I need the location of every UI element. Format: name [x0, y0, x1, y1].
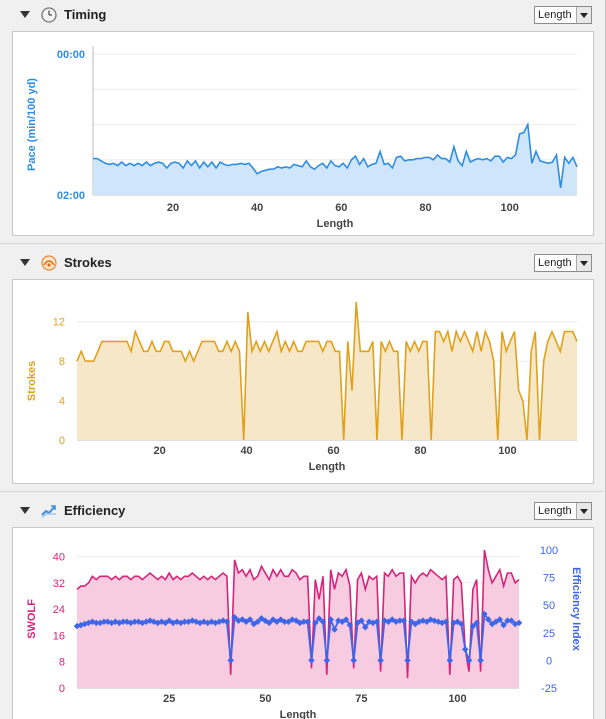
efficiency-point	[331, 626, 338, 633]
collapse-arrow-icon[interactable]	[20, 11, 30, 18]
x-axis-title: Length	[309, 461, 346, 473]
x-tick-label: 60	[327, 445, 339, 457]
pace-chart: 00:00 02:00 20 40 60 80 100 Length Pace (min/100…	[26, 46, 578, 230]
x-axis-title: Length	[317, 218, 354, 230]
clock-icon	[41, 7, 57, 23]
timing-chart-panel: 00:00 02:00 20 40 60 80 100 Length Pace (min/100…	[12, 31, 594, 236]
x-tick-label: 20	[167, 202, 179, 214]
efficiency-point	[92, 619, 100, 627]
section-divider	[0, 491, 604, 492]
collapse-arrow-icon[interactable]	[20, 507, 30, 514]
collapse-arrow-icon[interactable]	[20, 259, 30, 266]
x-tick-label: 50	[259, 693, 271, 705]
strokes-chart: 0 4 8 12 20 40 60 80 100 Length Strokes	[26, 301, 578, 473]
section-divider	[0, 243, 604, 244]
y2-axis-title: Efficiency Index	[570, 567, 582, 652]
section-title: Strokes	[64, 255, 112, 270]
dropdown-value: Length	[538, 257, 572, 269]
chevron-down-icon	[576, 503, 591, 519]
section-title: Timing	[64, 7, 107, 22]
y2-tick-label: 100	[540, 545, 558, 557]
efficiency-point	[477, 657, 484, 664]
pace-area	[93, 124, 577, 195]
strokes-icon	[41, 255, 57, 271]
y-tick-label: 8	[59, 356, 65, 368]
x-tick-label: 100	[498, 445, 516, 457]
y-tick-label: 12	[53, 317, 65, 329]
timing-header[interactable]: Timing Length	[0, 0, 604, 30]
y-tick-label: 00:00	[57, 49, 85, 61]
x-tick-label: 75	[355, 693, 367, 705]
y-tick-label: 32	[53, 578, 65, 590]
x-tick-label: 25	[163, 693, 175, 705]
x-tick-label: 100	[448, 693, 466, 705]
x-tick-label: 80	[419, 202, 431, 214]
efficiency-chart-panel: 0 8 16 24 32 40 -25 0 25 50 75 100 25 50 75 100 Length SW…	[12, 527, 594, 719]
y-axis-title: Strokes	[26, 361, 38, 401]
y-tick-label: 8	[59, 657, 65, 669]
x-axis-dropdown[interactable]: Length	[534, 502, 592, 520]
y-tick-label: 0	[59, 435, 65, 447]
y2-tick-label: 75	[543, 573, 555, 585]
strokes-header[interactable]: Strokes Length	[0, 248, 604, 278]
chevron-down-icon	[576, 255, 591, 271]
efficiency-chart: 0 8 16 24 32 40 -25 0 25 50 75 100 25 50 75 100 Length SW…	[26, 545, 582, 719]
chevron-down-icon	[576, 7, 591, 23]
efficiency-point	[350, 657, 357, 664]
efficiency-header[interactable]: Efficiency Length	[0, 496, 604, 526]
x-axis-title: Length	[280, 709, 317, 719]
strokes-chart-panel: 0 4 8 12 20 40 60 80 100 Length Strokes	[12, 279, 594, 484]
y-axis-title: Pace (min/100 yd)	[26, 78, 38, 171]
y2-tick-label: 50	[543, 600, 555, 612]
y-tick-label: 4	[59, 396, 65, 408]
efficiency-icon	[41, 505, 56, 518]
x-tick-label: 20	[153, 445, 165, 457]
y-tick-label: 16	[53, 630, 65, 642]
swolf-line	[76, 549, 520, 679]
dropdown-value: Length	[538, 505, 572, 517]
strokes-area	[77, 302, 577, 440]
section-title: Efficiency	[64, 503, 126, 518]
x-axis-dropdown[interactable]: Length	[534, 254, 592, 272]
pace-line	[93, 121, 578, 189]
dropdown-value: Length	[538, 9, 572, 21]
y-tick-label: 40	[53, 552, 65, 564]
x-tick-label: 40	[240, 445, 252, 457]
y2-tick-label: 0	[546, 655, 552, 667]
x-tick-label: 80	[414, 445, 426, 457]
y-tick-label: 0	[59, 683, 65, 695]
y2-tick-label: -25	[541, 683, 557, 695]
x-tick-label: 40	[251, 202, 263, 214]
y-axis-title: SWOLF	[26, 599, 38, 639]
strokes-line	[76, 301, 578, 441]
y-tick-label: 24	[53, 604, 65, 616]
y2-tick-label: 25	[543, 628, 555, 640]
x-tick-label: 60	[335, 202, 347, 214]
efficiency-point	[227, 657, 234, 664]
x-tick-label: 100	[500, 202, 518, 214]
y-tick-label: 02:00	[57, 190, 85, 202]
x-axis-dropdown[interactable]: Length	[534, 6, 592, 24]
efficiency-point	[358, 617, 365, 624]
